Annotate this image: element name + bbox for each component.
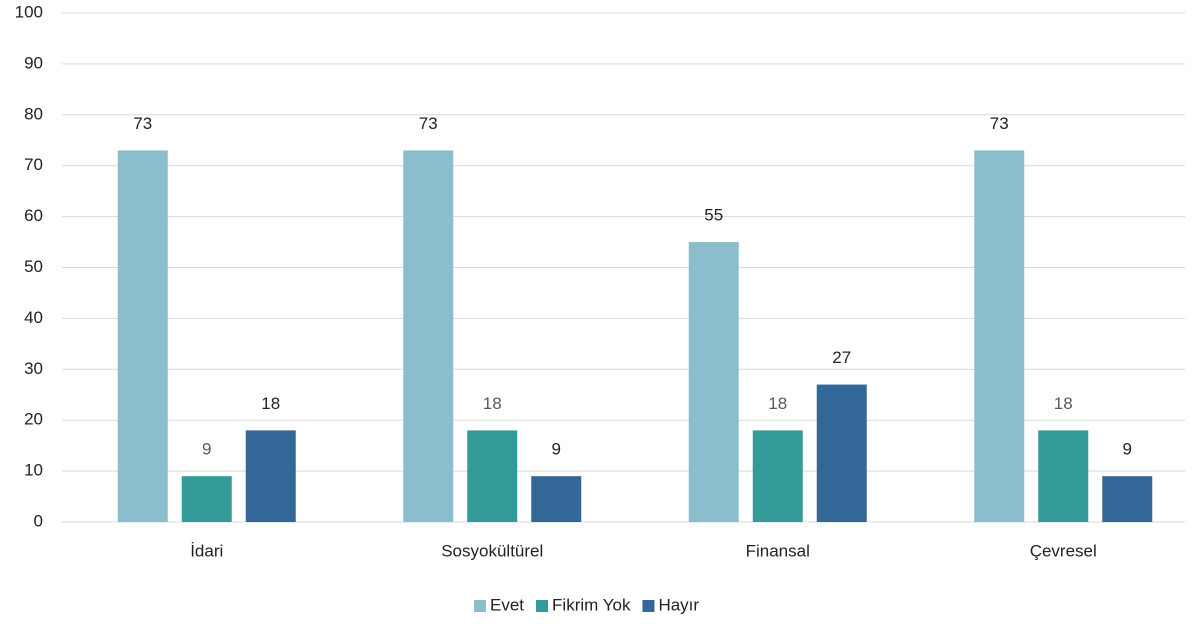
- y-tick-label: 20: [24, 410, 43, 429]
- data-label: 18: [483, 394, 502, 413]
- data-label: 73: [990, 114, 1009, 133]
- y-tick-label: 80: [24, 104, 43, 123]
- bar: [117, 150, 168, 522]
- y-tick-label: 70: [24, 155, 43, 174]
- data-label: 9: [1123, 440, 1132, 459]
- bar: [974, 150, 1025, 522]
- bar: [816, 384, 867, 522]
- bar: [403, 150, 454, 522]
- data-label: 55: [704, 206, 723, 225]
- bar: [245, 430, 296, 522]
- bar: [1038, 430, 1089, 522]
- legend-swatch: [474, 600, 486, 612]
- y-tick-label: 0: [34, 511, 43, 530]
- bar: [752, 430, 803, 522]
- data-label: 18: [261, 394, 280, 413]
- x-tick-label: Sosyokültürel: [441, 541, 543, 560]
- legend-label: Evet: [490, 595, 524, 614]
- x-tick-label: Finansal: [746, 541, 810, 560]
- legend-label: Hayır: [658, 595, 699, 614]
- legend-swatch: [536, 600, 549, 612]
- data-label: 9: [202, 440, 211, 459]
- data-label: 18: [1054, 394, 1073, 413]
- bar: [181, 476, 232, 522]
- y-tick-label: 90: [24, 53, 43, 72]
- data-label: 73: [133, 114, 152, 133]
- bar: [688, 242, 739, 523]
- data-label: 18: [768, 394, 787, 413]
- y-tick-label: 30: [24, 359, 43, 378]
- data-label: 27: [832, 348, 851, 367]
- data-label: 9: [552, 440, 561, 459]
- legend-label: Fikrim Yok: [552, 595, 631, 614]
- bar: [467, 430, 518, 522]
- data-label: 73: [419, 114, 438, 133]
- y-tick-label: 100: [15, 2, 43, 21]
- bar: [1102, 476, 1153, 522]
- x-tick-label: Çevresel: [1030, 541, 1097, 560]
- y-tick-label: 50: [24, 257, 43, 276]
- y-tick-label: 10: [24, 461, 43, 480]
- y-tick-label: 40: [24, 308, 43, 327]
- legend-swatch: [642, 600, 655, 612]
- bar: [531, 476, 582, 522]
- y-tick-label: 60: [24, 206, 43, 225]
- x-tick-label: İdari: [190, 541, 223, 560]
